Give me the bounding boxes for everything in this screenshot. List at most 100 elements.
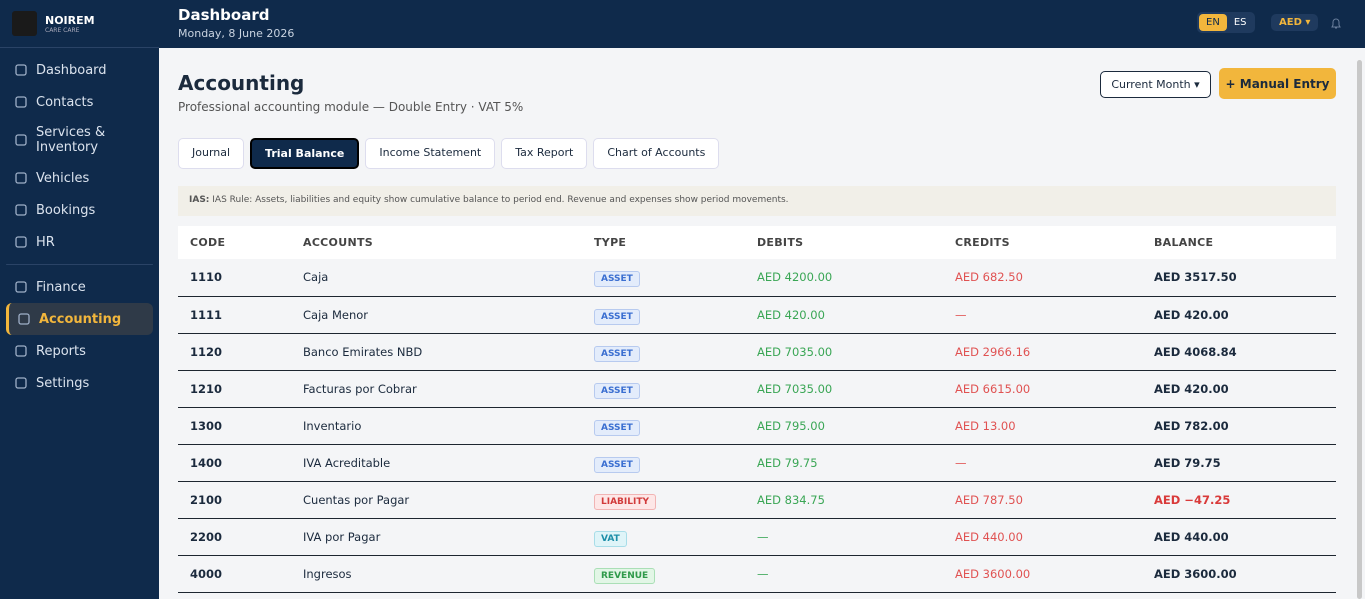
- cell: —: [954, 296, 1153, 334]
- manual-entry-button[interactable]: + Manual Entry: [1219, 68, 1336, 99]
- cell: AED 2966.16: [954, 333, 1153, 371]
- cell: AED 7035.00: [756, 333, 954, 371]
- language[interactable]: ES: [1233, 17, 1247, 28]
- cell: 1400: [178, 444, 302, 482]
- topbar: Dashboard Monday, 8 June 2026 EN ES AED …: [159, 0, 1365, 48]
- type-badge: LIABILITY: [594, 493, 656, 510]
- table-row: 2200 IVA por Pagar VAT — AED 440.00 AED 440.0…: [178, 518, 1336, 556]
- nav-item[interactable]: Bookings: [6, 194, 153, 226]
- brand: NOIREM CARE CARE: [0, 0, 159, 48]
- nav-item[interactable]: Contacts: [6, 86, 153, 118]
- nav-icon: [18, 313, 30, 325]
- cell: ASSET: [593, 444, 756, 482]
- cell: AED 420.00: [1153, 296, 1336, 334]
- cell: AED −47.25: [1153, 481, 1336, 519]
- nav-icon: [15, 64, 27, 76]
- table-row: 1110 Caja ASSET AED 4200.00 AED 682.50 AED 35…: [178, 259, 1336, 297]
- period-label: Current Month: [1111, 78, 1191, 91]
- cell: AED 3600.00: [954, 555, 1153, 593]
- cell: IVA por Pagar: [302, 518, 593, 556]
- tab[interactable]: Journal: [178, 138, 245, 169]
- currency[interactable]: AED ▾: [1271, 14, 1319, 31]
- cell: AED 440.00: [1153, 518, 1336, 556]
- table-row: 1400 IVA Acreditable ASSET AED 79.75— AED 79…: [178, 444, 1336, 482]
- nav-label: Dashboard: [36, 62, 107, 78]
- nav-item[interactable]: Settings: [6, 367, 153, 399]
- nav-item[interactable]: Reports: [6, 335, 153, 367]
- cell: AED 3600.00: [1153, 555, 1336, 593]
- nav-separator: [6, 264, 153, 265]
- scrollbar[interactable]: [1357, 60, 1362, 599]
- cell: Ingresos: [302, 555, 593, 593]
- cell: ASSET: [593, 296, 756, 334]
- nav-item[interactable]: Finance: [6, 271, 153, 303]
- nav-item[interactable]: Services & Inventory: [6, 118, 153, 162]
- notice-label: IAS:: [189, 195, 210, 205]
- notice: IAS: IAS Rule: Assets, liabilities and e…: [178, 186, 1336, 216]
- tab[interactable]: Chart of Accounts: [593, 138, 720, 169]
- nav-label: Contacts: [36, 94, 94, 110]
- tab[interactable]: Tax Report: [501, 138, 588, 169]
- column-header: BALANCE: [1153, 226, 1336, 259]
- period-select[interactable]: Current Month ▾: [1100, 71, 1211, 98]
- cell: ASSET: [593, 259, 756, 297]
- nav-label: Accounting: [39, 311, 122, 327]
- column-header: DEBITS: [756, 226, 954, 259]
- cell: ASSET: [593, 333, 756, 371]
- column-header: CREDITS: [954, 226, 1153, 259]
- bell[interactable]: [1330, 17, 1342, 30]
- table-row: 4000 Ingresos REVENUE — AED 3600.00 AED 3600.…: [178, 555, 1336, 593]
- column-header: CODE: [178, 226, 302, 259]
- cell: —: [756, 555, 954, 593]
- nav-icon: [15, 172, 27, 184]
- nav-icon: [15, 236, 27, 248]
- nav-item[interactable]: Dashboard: [6, 54, 153, 86]
- type-badge: ASSET: [594, 456, 640, 473]
- cell: AED 79.75: [756, 444, 954, 482]
- trial-balance-table: CODE ACCOUNTS TYPE DEBITS CREDITS BALANCE 1110…: [178, 226, 1336, 593]
- cell: AED 13.00: [954, 407, 1153, 445]
- cell: 2200: [178, 518, 302, 556]
- tab[interactable]: Trial Balance: [250, 138, 360, 169]
- nav-icon: [15, 134, 27, 146]
- type-badge: VAT: [594, 530, 627, 547]
- nav-label: Settings: [36, 375, 90, 391]
- cell: AED 834.75: [756, 481, 954, 519]
- currency-label: AED: [1279, 17, 1302, 28]
- logo: [12, 11, 37, 36]
- cell: Caja Menor: [302, 296, 593, 334]
- cell: AED 7035.00: [756, 370, 954, 408]
- type-badge: ASSET: [594, 345, 640, 362]
- cell: AED 795.00: [756, 407, 954, 445]
- nav-item[interactable]: Accounting: [6, 303, 153, 335]
- cell: ASSET: [593, 370, 756, 408]
- page-title: Accounting: [178, 71, 305, 95]
- brand-sub: CARE CARE: [45, 26, 80, 34]
- cell: 1110: [178, 259, 302, 297]
- nav-label: Reports: [36, 343, 86, 359]
- column-header: ACCOUNTS: [302, 226, 593, 259]
- nav-label: Vehicles: [36, 170, 90, 186]
- cell: Banco Emirates NBD: [302, 333, 593, 371]
- table-row: 1300 Inventario ASSET AED 795.00 AED 13.00 AE…: [178, 407, 1336, 445]
- cell: AED 4068.84: [1153, 333, 1336, 371]
- topbar-date: Monday, 8 June 2026: [178, 27, 295, 40]
- cell: AED 3517.50: [1153, 259, 1336, 297]
- nav-label: Services & Inventory: [36, 125, 106, 155]
- header-row: CODE ACCOUNTS TYPE DEBITS CREDITS BALANCE: [178, 226, 1336, 259]
- nav-icon: [15, 281, 27, 293]
- cell: 4000: [178, 555, 302, 593]
- nav-icon: [15, 345, 27, 357]
- cell: IVA Acreditable: [302, 444, 593, 482]
- type-badge: ASSET: [594, 419, 640, 436]
- tabs: Journal Trial Balance Income Statement Tax …: [178, 138, 720, 169]
- language[interactable]: EN: [1199, 14, 1227, 31]
- nav-item[interactable]: HR: [6, 226, 153, 258]
- table-row: 2100 Cuentas por Pagar LIABILITY AED 834.75…: [178, 481, 1336, 519]
- tab[interactable]: Income Statement: [365, 138, 496, 169]
- cell: —: [954, 444, 1153, 482]
- language-switch: EN ES: [1197, 12, 1256, 33]
- cell: Cuentas por Pagar: [302, 481, 593, 519]
- nav-item[interactable]: Vehicles: [6, 162, 153, 194]
